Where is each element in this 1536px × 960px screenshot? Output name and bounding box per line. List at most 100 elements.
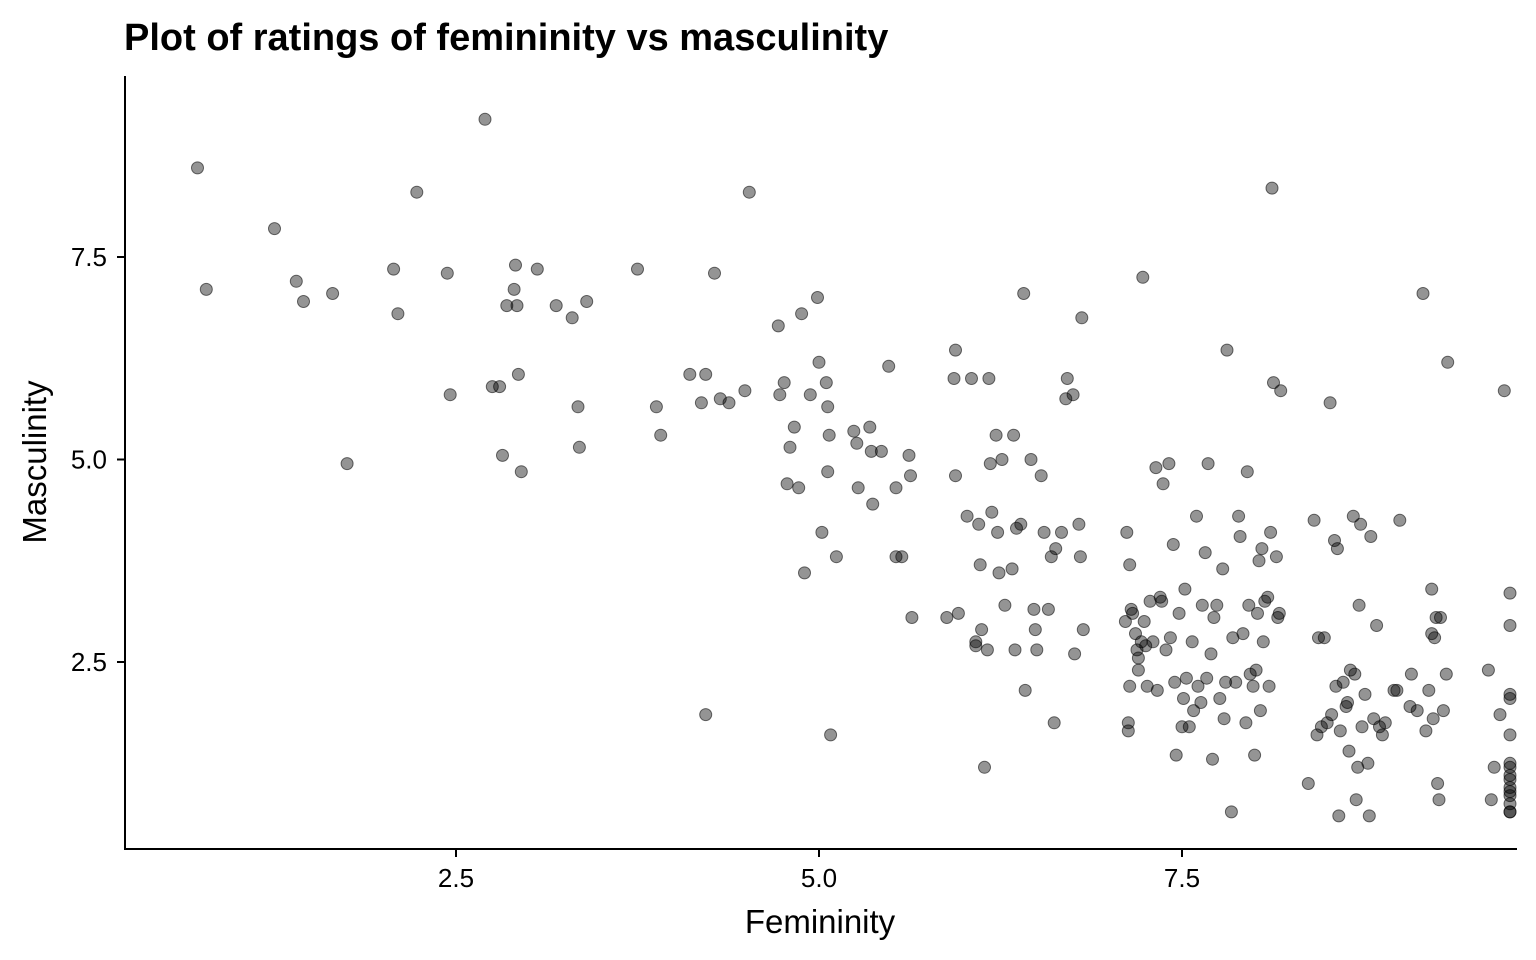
data-point (1191, 679, 1205, 693)
data-point (1236, 627, 1250, 641)
data-point (565, 311, 579, 325)
data-point (1429, 611, 1443, 624)
data-point (1330, 542, 1344, 556)
data-point (1139, 639, 1153, 653)
data-point (829, 550, 843, 564)
data-point (1484, 793, 1498, 807)
data-point (510, 299, 524, 313)
data-point (1255, 542, 1269, 556)
data-point (699, 367, 713, 381)
data-point (485, 380, 499, 394)
data-point (1256, 635, 1270, 649)
data-point (496, 448, 509, 462)
data-point (1182, 720, 1196, 734)
data-point (1503, 805, 1517, 819)
data-point (1246, 679, 1260, 693)
data-point (1272, 606, 1286, 620)
data-point (991, 525, 1005, 539)
data-point (771, 319, 785, 333)
data-point (1341, 696, 1354, 709)
data-point (1168, 675, 1182, 689)
data-point (1441, 355, 1455, 369)
data-point (863, 420, 877, 434)
data-point (1422, 683, 1436, 697)
data-point (1037, 525, 1051, 539)
data-point (507, 282, 521, 296)
data-point (391, 307, 405, 321)
data-point (864, 444, 878, 458)
data-point (199, 282, 213, 296)
data-point (571, 400, 585, 414)
data-point (1195, 598, 1209, 612)
data-point (1362, 809, 1376, 823)
data-point (191, 161, 204, 175)
data-point (1017, 287, 1031, 300)
data-point (1201, 457, 1215, 471)
data-point (1166, 538, 1180, 551)
data-point (1416, 287, 1430, 300)
chart-title: Plot of ratings of femininity vs masculi… (124, 17, 888, 59)
data-point (1034, 469, 1048, 483)
data-point (1121, 724, 1135, 738)
data-point (811, 291, 824, 304)
y-tick-label: 5.0 (71, 445, 107, 475)
data-point (1503, 789, 1517, 803)
data-point (895, 550, 909, 564)
data-point (1200, 671, 1214, 685)
data-point (1232, 509, 1246, 523)
data-point (694, 396, 708, 410)
data-point (511, 367, 525, 381)
data-point (866, 497, 880, 511)
data-point (1370, 619, 1384, 632)
data-point (882, 359, 896, 373)
data-points (191, 112, 1517, 823)
data-point (1233, 530, 1247, 543)
data-point (410, 185, 424, 199)
data-point (1118, 615, 1132, 628)
data-point (951, 606, 965, 620)
data-point (992, 566, 1006, 580)
data-point (1364, 530, 1378, 543)
data-point (1352, 598, 1366, 612)
data-point (973, 558, 987, 572)
data-point (683, 367, 697, 381)
data-point (969, 639, 983, 653)
data-point (1342, 744, 1356, 758)
data-point (1137, 615, 1151, 628)
data-point (1274, 384, 1288, 398)
data-point (795, 307, 809, 321)
data-point (1044, 550, 1058, 564)
data-point (1503, 687, 1517, 701)
data-point (1216, 562, 1230, 576)
data-point (1487, 760, 1501, 774)
data-point (783, 440, 797, 454)
y-tick-label: 7.5 (71, 242, 107, 272)
data-point (1503, 692, 1517, 705)
data-point (1136, 270, 1150, 284)
data-point (742, 185, 756, 199)
data-point (1261, 590, 1275, 604)
data-point (1355, 720, 1369, 734)
data-point (340, 457, 354, 471)
data-point (1229, 675, 1243, 689)
data-point (1358, 687, 1372, 701)
data-point (1265, 181, 1279, 195)
data-point (289, 274, 303, 288)
data-point (1503, 768, 1517, 782)
data-point (1219, 675, 1233, 689)
data-point (1008, 643, 1022, 657)
data-point (1066, 388, 1080, 402)
data-point (1156, 477, 1170, 491)
data-point (1190, 509, 1203, 523)
data-point (1041, 602, 1055, 616)
data-point (1264, 525, 1278, 539)
data-point (1404, 667, 1418, 681)
data-point (1251, 606, 1264, 620)
data-point (1503, 586, 1517, 600)
data-point (268, 222, 281, 236)
data-point (1425, 582, 1439, 596)
data-point (326, 287, 340, 300)
x-axis-title: Femininity (745, 903, 896, 940)
data-point (1325, 708, 1339, 722)
